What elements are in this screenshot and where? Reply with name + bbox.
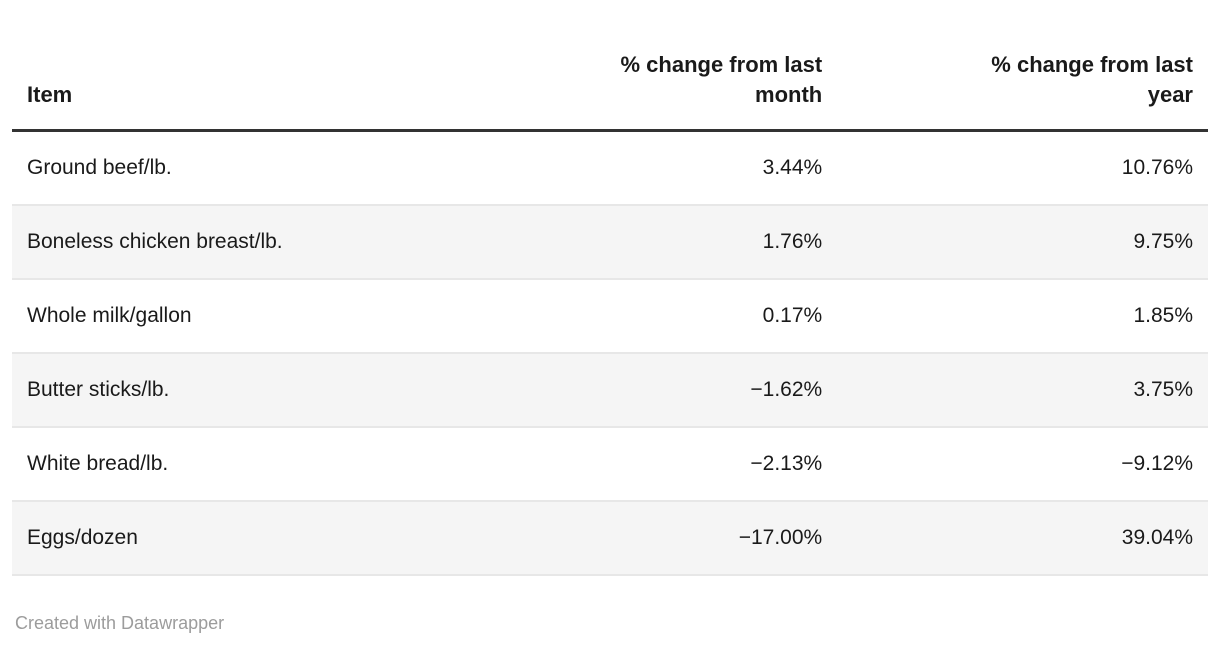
- item-cell: Ground beef/lb.: [12, 130, 467, 206]
- column-header-year-change: % change from last year: [837, 0, 1208, 132]
- column-header-month-change: % change from last month: [466, 0, 838, 132]
- table-row: Eggs/dozen −17.00% 39.04%: [12, 501, 1208, 576]
- table-row: White bread/lb. −2.13% −9.12%: [12, 427, 1208, 502]
- table-row: Ground beef/lb. 3.44% 10.76%: [12, 130, 1208, 206]
- year-change-cell: 1.85%: [837, 279, 1208, 354]
- item-cell: White bread/lb.: [12, 427, 467, 502]
- column-header-item: Item: [12, 0, 467, 132]
- item-cell: Eggs/dozen: [12, 501, 467, 576]
- year-change-cell: −9.12%: [837, 427, 1208, 502]
- year-change-cell: 39.04%: [837, 501, 1208, 576]
- item-cell: Boneless chicken breast/lb.: [12, 205, 467, 280]
- datawrapper-credit-link[interactable]: Created with Datawrapper: [15, 613, 225, 633]
- month-change-cell: −17.00%: [466, 501, 838, 576]
- table-row: Butter sticks/lb. −1.62% 3.75%: [12, 353, 1208, 428]
- price-change-table: Item % change from last month % change f…: [12, 0, 1208, 576]
- month-change-cell: −2.13%: [466, 427, 838, 502]
- table-row: Whole milk/gallon 0.17% 1.85%: [12, 279, 1208, 354]
- item-cell: Butter sticks/lb.: [12, 353, 467, 428]
- datawrapper-table-chart: Item % change from last month % change f…: [12, 0, 1208, 634]
- year-change-cell: 9.75%: [837, 205, 1208, 280]
- month-change-cell: 3.44%: [466, 130, 838, 206]
- month-change-cell: 0.17%: [466, 279, 838, 354]
- item-cell: Whole milk/gallon: [12, 279, 467, 354]
- year-change-cell: 3.75%: [837, 353, 1208, 428]
- month-change-cell: 1.76%: [466, 205, 838, 280]
- year-change-cell: 10.76%: [837, 130, 1208, 206]
- table-row: Boneless chicken breast/lb. 1.76% 9.75%: [12, 205, 1208, 280]
- header-row: Item % change from last month % change f…: [12, 0, 1208, 132]
- month-change-cell: −1.62%: [466, 353, 838, 428]
